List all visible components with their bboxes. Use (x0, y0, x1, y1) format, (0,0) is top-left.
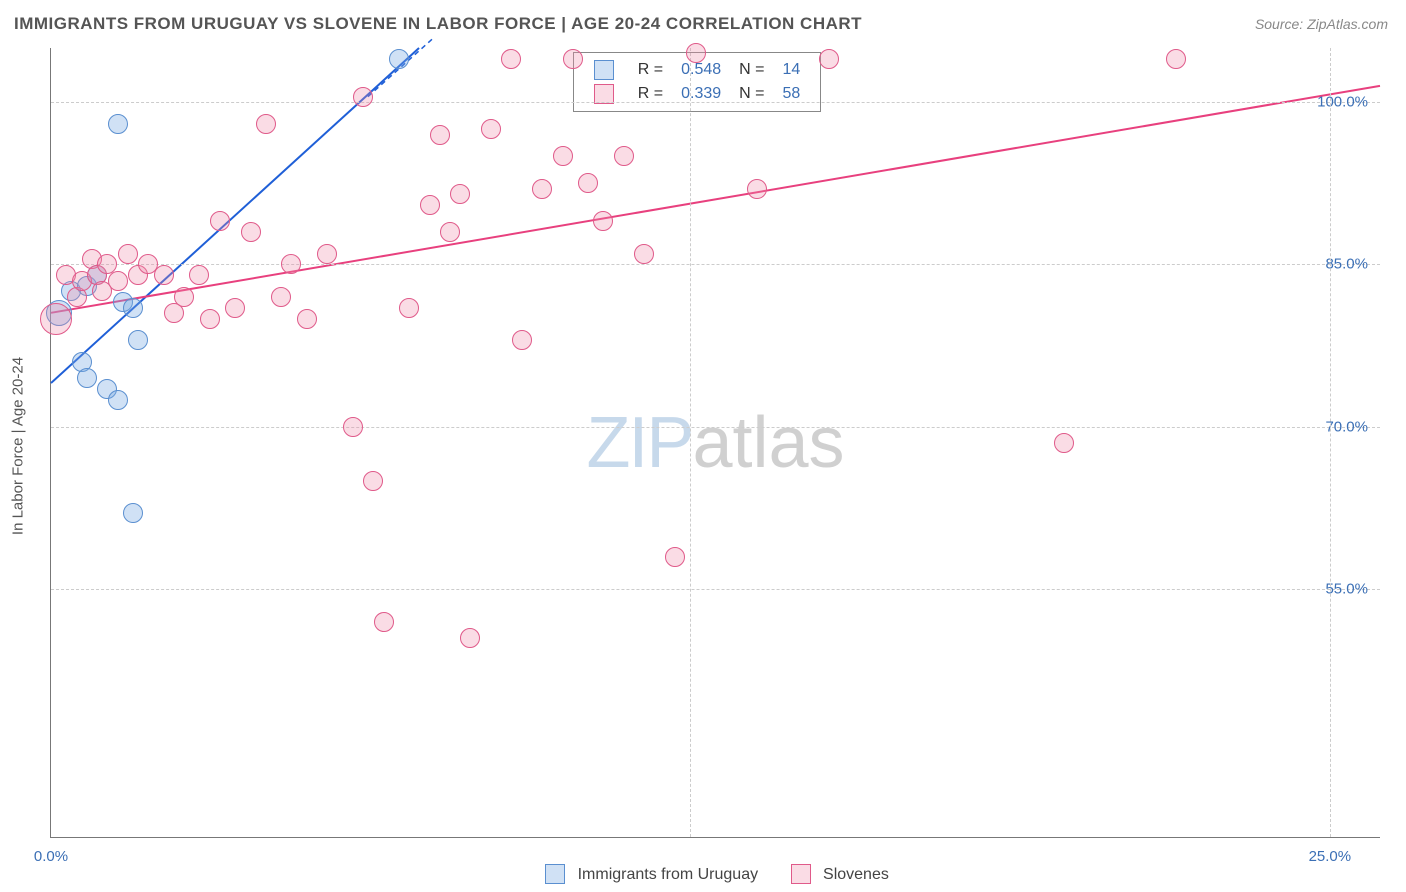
data-point-slovenes (108, 271, 128, 291)
legend-swatch-slovenes (594, 84, 614, 104)
data-point-slovenes (256, 114, 276, 134)
data-point-slovenes (271, 287, 291, 307)
data-point-slovenes (40, 303, 72, 335)
x-tick-label: 25.0% (1309, 848, 1352, 865)
data-point-slovenes (481, 119, 501, 139)
legend-swatch-uruguay (545, 864, 565, 884)
source-label: Source: ZipAtlas.com (1255, 16, 1388, 32)
trend-lines-svg (51, 48, 1380, 837)
data-point-slovenes (225, 298, 245, 318)
data-point-uruguay (128, 330, 148, 350)
data-point-slovenes (189, 265, 209, 285)
data-point-slovenes (297, 309, 317, 329)
data-point-slovenes (532, 179, 552, 199)
data-point-slovenes (747, 179, 767, 199)
data-point-slovenes (399, 298, 419, 318)
y-tick-label: 85.0% (1325, 256, 1368, 273)
data-point-slovenes (154, 265, 174, 285)
data-point-slovenes (1054, 433, 1074, 453)
x-tick-label: 0.0% (34, 848, 68, 865)
legend-label-uruguay: Immigrants from Uruguay (578, 866, 759, 883)
gridline-v (1330, 48, 1331, 837)
chart-container: IMMIGRANTS FROM URUGUAY VS SLOVENE IN LA… (0, 0, 1406, 892)
legend-swatch-uruguay (594, 60, 614, 80)
data-point-slovenes (634, 244, 654, 264)
data-point-slovenes (614, 146, 634, 166)
data-point-slovenes (430, 125, 450, 145)
gridline-h (51, 427, 1380, 428)
data-point-slovenes (420, 195, 440, 215)
title-bar: IMMIGRANTS FROM URUGUAY VS SLOVENE IN LA… (0, 0, 1406, 48)
data-point-slovenes (665, 547, 685, 567)
y-tick-label: 70.0% (1325, 418, 1368, 435)
data-point-uruguay (123, 298, 143, 318)
y-tick-label: 100.0% (1317, 94, 1368, 111)
data-point-slovenes (460, 628, 480, 648)
data-point-slovenes (512, 330, 532, 350)
data-point-slovenes (317, 244, 337, 264)
data-point-slovenes (1166, 49, 1186, 69)
data-point-slovenes (343, 417, 363, 437)
data-point-slovenes (563, 49, 583, 69)
data-point-slovenes (593, 211, 613, 231)
data-point-slovenes (241, 222, 261, 242)
data-point-slovenes (174, 287, 194, 307)
data-point-slovenes (210, 211, 230, 231)
plot-area: ZIPatlas R =0.548N =14R =0.339N =58 100.… (50, 48, 1380, 838)
data-point-slovenes (353, 87, 373, 107)
gridline-h (51, 102, 1380, 103)
data-point-uruguay (123, 503, 143, 523)
legend-bottom: Immigrants from Uruguay Slovenes (0, 864, 1406, 886)
data-point-slovenes (118, 244, 138, 264)
y-tick-label: 55.0% (1325, 581, 1368, 598)
data-point-slovenes (578, 173, 598, 193)
gridline-v (690, 48, 691, 837)
y-axis-label: In Labor Force | Age 20-24 (10, 357, 27, 535)
data-point-slovenes (501, 49, 521, 69)
legend-swatch-slovenes (791, 864, 811, 884)
data-point-slovenes (450, 184, 470, 204)
data-point-uruguay (389, 49, 409, 69)
data-point-slovenes (200, 309, 220, 329)
legend-label-slovenes: Slovenes (823, 866, 889, 883)
chart-title: IMMIGRANTS FROM URUGUAY VS SLOVENE IN LA… (14, 14, 862, 34)
data-point-slovenes (819, 49, 839, 69)
data-point-uruguay (77, 368, 97, 388)
data-point-slovenes (363, 471, 383, 491)
gridline-h (51, 264, 1380, 265)
gridline-h (51, 589, 1380, 590)
data-point-slovenes (686, 43, 706, 63)
data-point-uruguay (108, 114, 128, 134)
data-point-slovenes (553, 146, 573, 166)
data-point-slovenes (281, 254, 301, 274)
data-point-slovenes (374, 612, 394, 632)
data-point-uruguay (108, 390, 128, 410)
data-point-slovenes (440, 222, 460, 242)
